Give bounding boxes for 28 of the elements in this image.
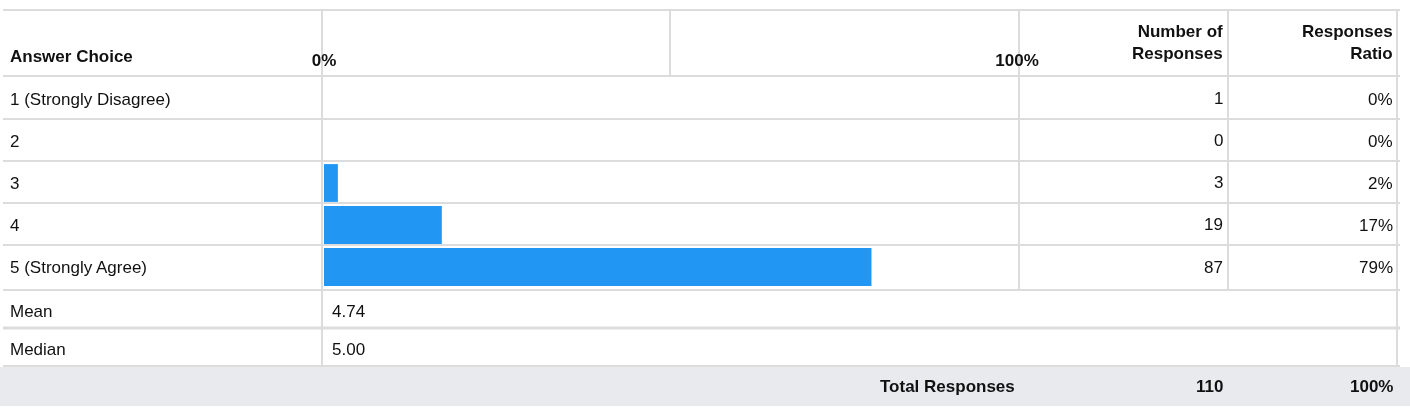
data-label: 2%	[1368, 174, 1393, 193]
text: 0	[1214, 131, 1224, 150]
annotation: 4.74	[332, 302, 366, 321]
bar	[324, 248, 872, 286]
text: Number of Responses	[1132, 22, 1224, 64]
text: 1	[1214, 89, 1224, 108]
data-label: 17%	[1359, 216, 1394, 235]
y-tick-label: 1 (Strongly Disagree)	[10, 90, 171, 109]
y-axis-title: Answer Choice	[10, 47, 133, 66]
data-label: 0%	[1368, 132, 1393, 151]
text: Responses Ratio	[1302, 22, 1393, 64]
text: Median	[10, 340, 66, 359]
text: 19	[1204, 215, 1223, 234]
bar	[324, 206, 442, 244]
text: 87	[1204, 258, 1223, 277]
text: 5.00	[332, 340, 366, 359]
y-tick-label: 4	[10, 216, 20, 235]
text: 100%	[1350, 377, 1394, 396]
data-label: 79%	[1359, 258, 1394, 277]
text: Mean	[10, 302, 53, 321]
text: 110	[1196, 377, 1224, 396]
y-tick-label: 2	[10, 132, 20, 151]
text: 3	[1214, 173, 1224, 192]
bar	[324, 164, 338, 202]
text: Total Responses	[880, 377, 1015, 396]
y-tick-label: 5 (Strongly Agree)	[10, 258, 148, 277]
y-tick-label: 3	[10, 174, 20, 193]
data-label: 0%	[1368, 90, 1393, 109]
